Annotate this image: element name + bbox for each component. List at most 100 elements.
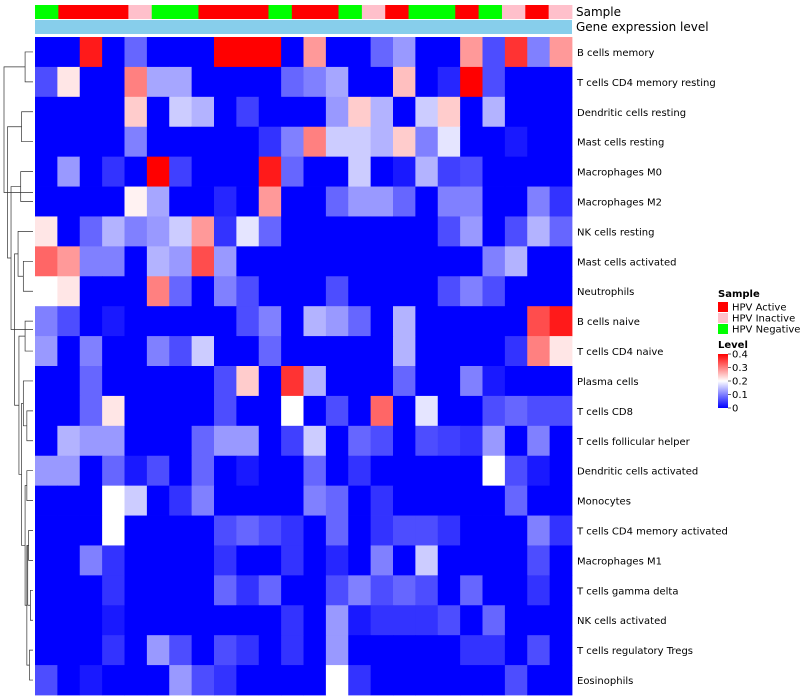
legend-level-tick-label: 0 <box>732 404 738 415</box>
heatmap-cell <box>102 366 125 397</box>
heatmap-cell <box>370 515 394 546</box>
heatmap-cell <box>482 66 506 98</box>
heatmap-cell <box>35 575 58 606</box>
heatmap-cell <box>303 605 327 636</box>
heatmap-cell <box>437 276 461 307</box>
heatmap-cell <box>169 515 193 546</box>
heatmap-cell <box>348 216 372 247</box>
heatmap-cell <box>236 96 260 128</box>
heatmap-cell <box>460 66 483 98</box>
heatmap-cell <box>504 425 528 457</box>
heatmap-cell <box>57 306 81 337</box>
heatmap-cell <box>79 37 103 68</box>
heatmap-cell <box>393 306 416 337</box>
heatmap-cell <box>527 395 551 427</box>
heatmap-cell <box>169 246 193 277</box>
heatmap-cell <box>549 66 573 98</box>
heatmap-cell <box>325 395 349 427</box>
sample-annotation-cell <box>478 5 503 19</box>
sample-annotation-cell <box>455 5 480 19</box>
heatmap-cell <box>169 126 193 158</box>
heatmap-cell <box>460 126 483 158</box>
heatmap-cell <box>214 455 237 487</box>
heatmap-cell <box>57 366 81 397</box>
heatmap-cell <box>549 37 573 68</box>
heatmap-cell <box>303 485 327 516</box>
heatmap-cell <box>146 186 170 217</box>
heatmap-cell <box>482 96 506 128</box>
sample-annotation-cell <box>361 5 386 19</box>
sample-annotation-cell <box>128 5 153 19</box>
heatmap-cell <box>393 37 416 68</box>
dendrogram-branch <box>21 111 33 143</box>
heatmap-cell <box>437 37 461 68</box>
heatmap-cell <box>124 635 148 666</box>
heatmap-cell <box>35 635 58 666</box>
heatmap-cell <box>236 37 260 68</box>
heatmap-cell <box>504 515 528 546</box>
heatmap-cell <box>348 665 372 696</box>
heatmap-cell <box>460 276 483 307</box>
heatmap-cell <box>102 635 125 666</box>
heatmap-cell <box>124 126 148 158</box>
row-label: Macrophages M2 <box>577 198 662 209</box>
heatmap-cell <box>236 216 260 247</box>
legend-level-tick-label: 0.4 <box>732 350 748 361</box>
dendrogram-branch <box>20 171 33 202</box>
heatmap-cell <box>281 515 304 546</box>
heatmap-cell <box>325 366 349 397</box>
heatmap-cell <box>146 395 170 427</box>
heatmap-cell <box>460 156 483 187</box>
heatmap-cell <box>35 665 58 696</box>
heatmap-cell <box>393 246 416 277</box>
heatmap-cell <box>348 605 372 636</box>
heatmap-cell <box>370 156 394 187</box>
heatmap-cell <box>191 515 215 546</box>
heatmap-cell <box>124 485 148 516</box>
heatmap-cell <box>35 96 58 128</box>
heatmap-cell <box>191 126 215 158</box>
heatmap-cell <box>527 156 551 187</box>
legend-sample-swatch <box>718 313 728 323</box>
heatmap-cell <box>482 605 506 636</box>
heatmap-cell <box>549 276 573 307</box>
row-label: Neutrophils <box>577 287 634 298</box>
heatmap-cell <box>527 126 551 158</box>
dendrogram-branch <box>26 470 33 501</box>
heatmap-cell <box>124 216 148 247</box>
heatmap-cell <box>437 575 461 606</box>
heatmap-cell <box>102 395 125 427</box>
heatmap-cell <box>124 605 148 636</box>
heatmap-cell <box>437 126 461 158</box>
heatmap-cell <box>258 126 282 158</box>
legend-level-tick-label: 0.3 <box>732 363 748 374</box>
heatmap-cell <box>460 395 483 427</box>
legend-level-ticks: 0.4 0.3 0.2 0.1 0 <box>728 350 748 415</box>
heatmap-cell <box>35 336 58 367</box>
heatmap-cell <box>236 665 260 696</box>
heatmap-cell <box>348 96 372 128</box>
heatmap-cell <box>236 485 260 516</box>
sample-annotation-cell <box>81 5 106 19</box>
heatmap-cell <box>258 485 282 516</box>
heatmap-cell <box>527 276 551 307</box>
heatmap-cell <box>124 545 148 576</box>
heatmap-cell <box>191 216 215 247</box>
heatmap-cell <box>57 66 81 98</box>
heatmap-cell <box>549 306 573 337</box>
heatmap-cell <box>482 126 506 158</box>
sample-annotation-cell <box>431 5 456 19</box>
heatmap-cell <box>393 395 416 427</box>
heatmap-cell <box>236 126 260 158</box>
heatmap-cell <box>415 366 439 397</box>
heatmap-cell <box>169 366 193 397</box>
heatmap-cell <box>370 126 394 158</box>
heatmap-cell <box>325 66 349 98</box>
gene-expression-annotation-bar <box>35 20 572 34</box>
heatmap-cell <box>35 246 58 277</box>
heatmap-cell <box>35 126 58 158</box>
legend-sample-label: HPV Active <box>732 303 787 314</box>
heatmap-cell <box>57 156 81 187</box>
heatmap-cell <box>236 366 260 397</box>
